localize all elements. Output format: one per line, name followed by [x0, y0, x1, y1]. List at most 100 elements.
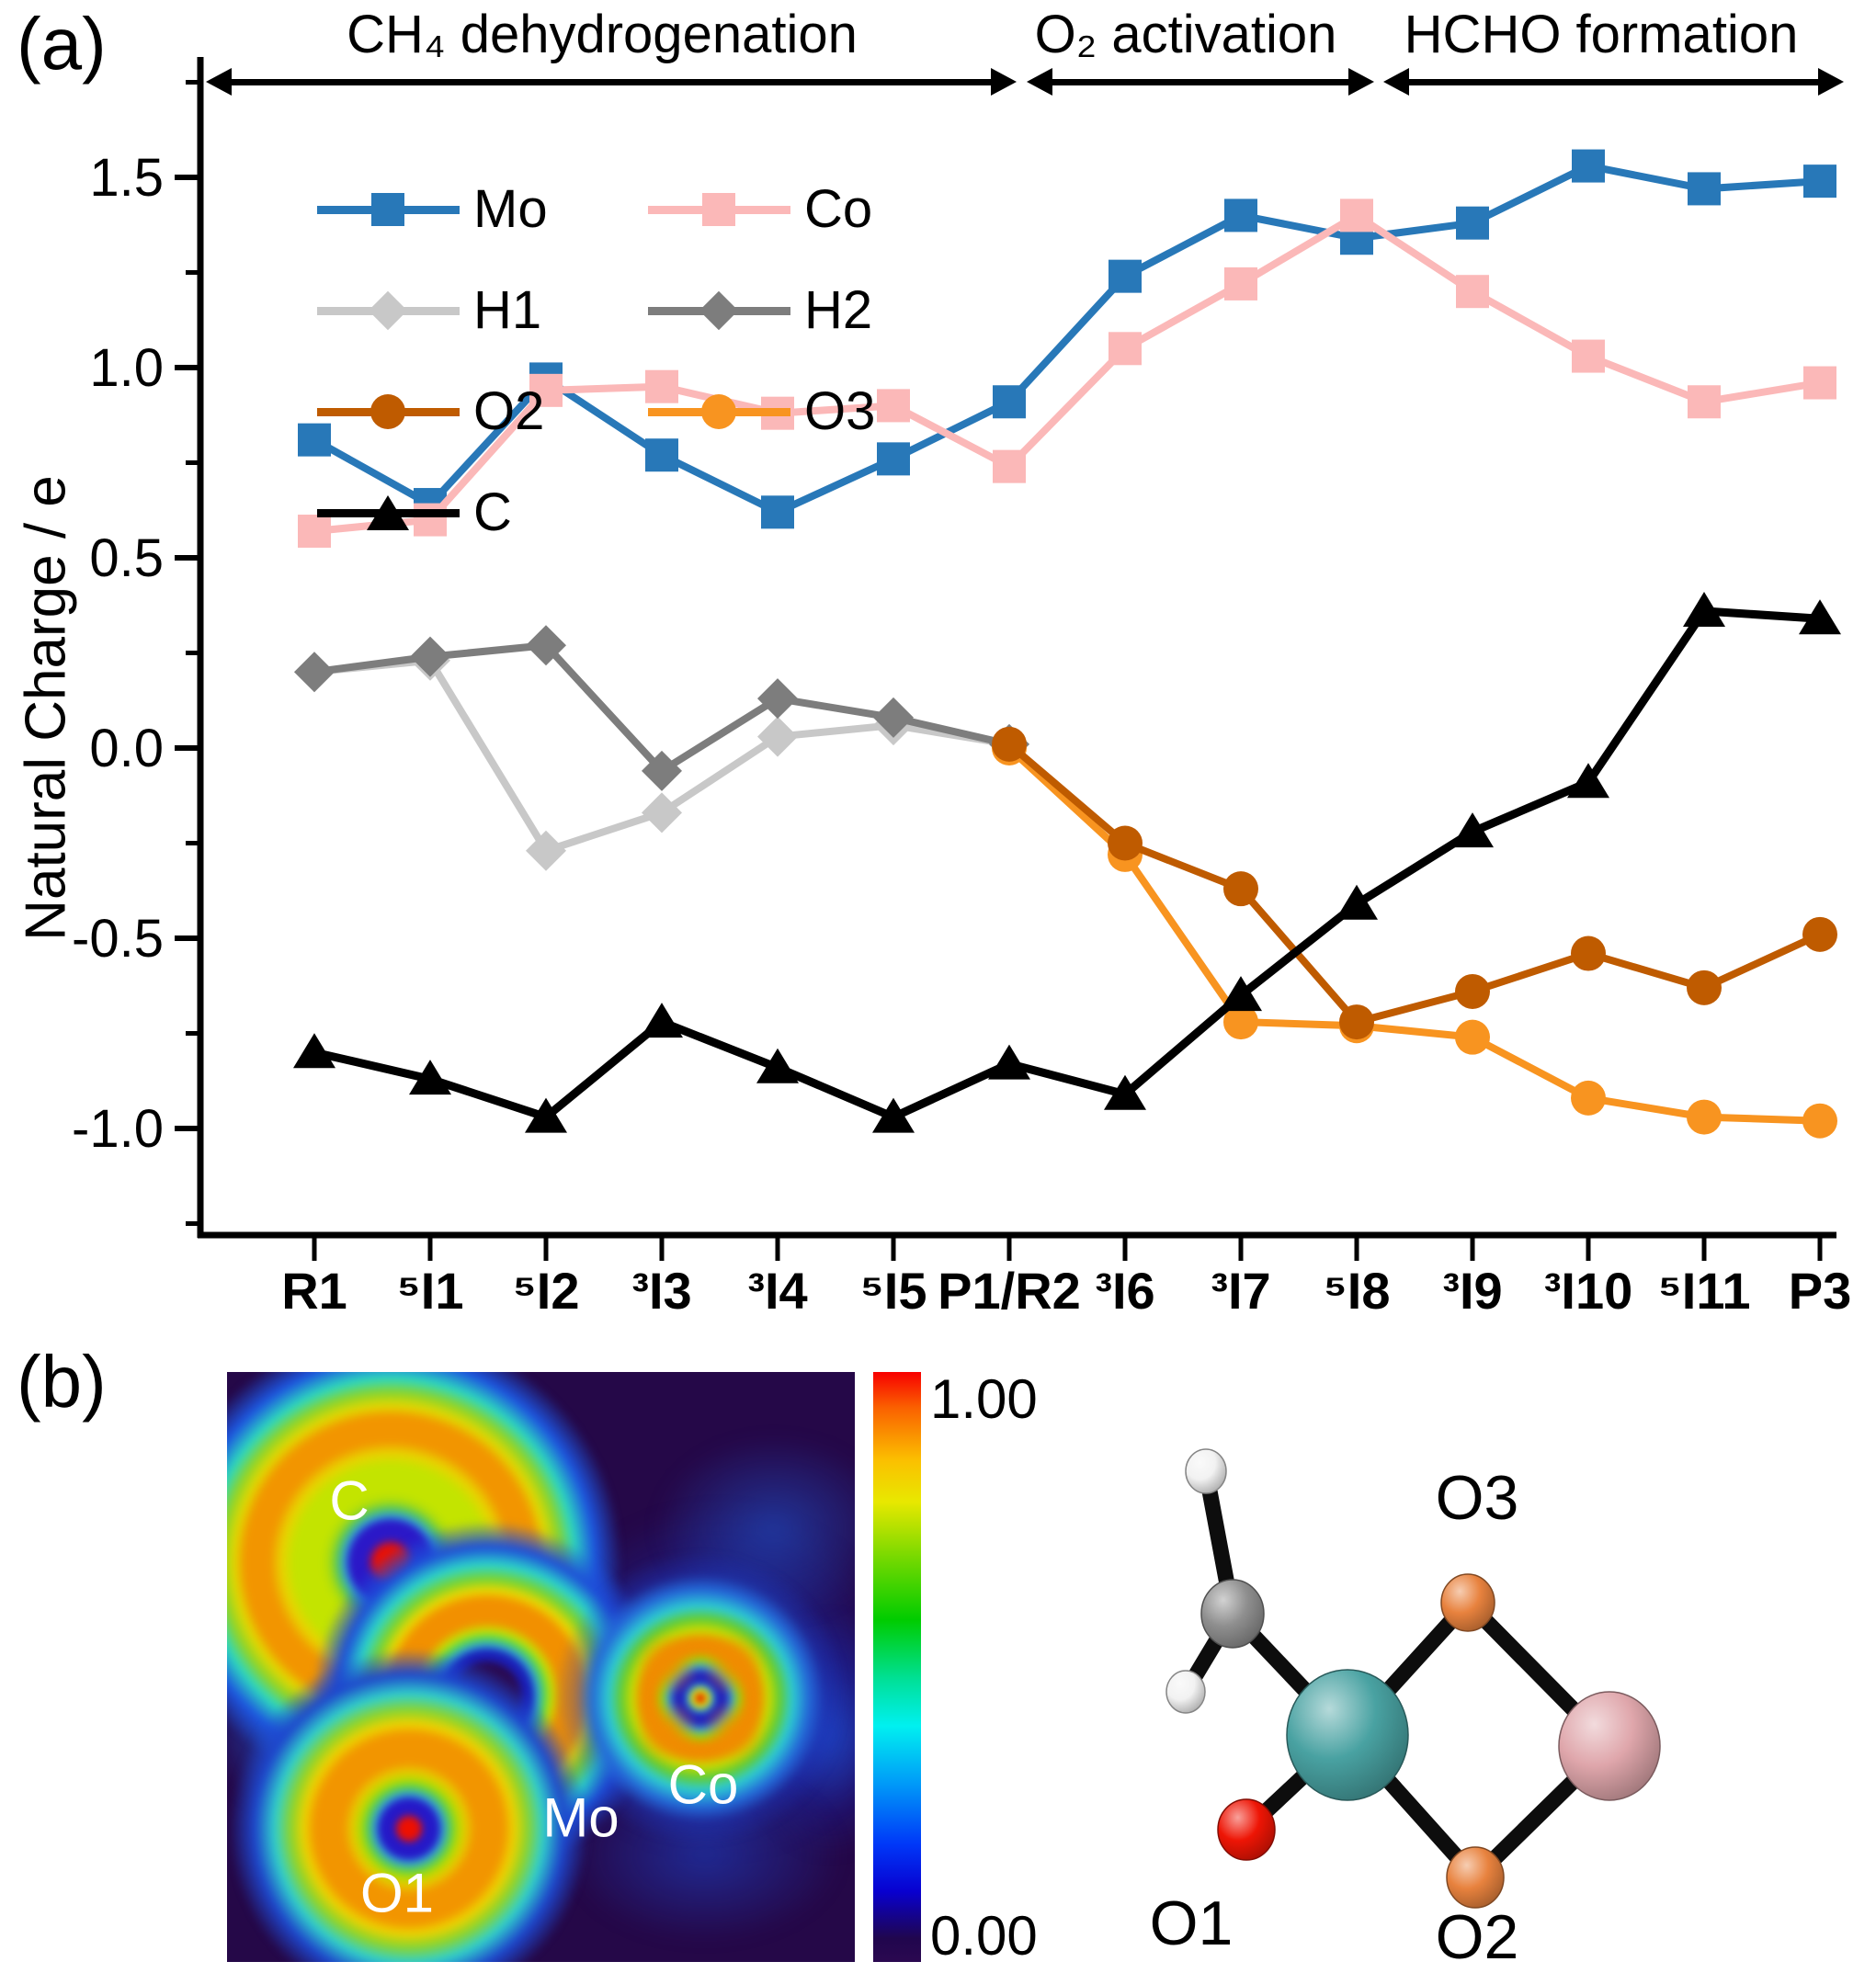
heatmap-blob-co-corner [635, 1633, 699, 1697]
series-Co-line [313, 210, 1821, 536]
series-O2-line [1006, 741, 1822, 1026]
heatmap-label-co: Co [667, 1753, 739, 1816]
molecule-label-o2: O2 [1435, 1902, 1519, 1972]
x-tick-label-4: ³I3 [631, 1262, 692, 1320]
heatmap-blob-co-corner [635, 1699, 699, 1763]
series-O2-marker [1108, 825, 1143, 861]
series-O2-markers [992, 726, 1837, 1040]
series-Mo-marker [1224, 198, 1257, 232]
density-heatmap: C Mo Co O1 [227, 1372, 855, 1962]
heatmap-label-o1: O1 [359, 1862, 435, 1924]
x-tick-label-10: ⁵I8 [1323, 1262, 1391, 1320]
heatmap-label-c: C [329, 1469, 370, 1532]
x-tick-label-3: ⁵I2 [512, 1262, 580, 1320]
series-Co-marker [1456, 275, 1489, 309]
series-C-marker [293, 1033, 335, 1069]
atom-o1 [1217, 1798, 1276, 1861]
x-tick-label-6: ⁵I5 [859, 1262, 927, 1320]
series-C-marker [1220, 976, 1262, 1012]
series-Co-marker [1340, 198, 1373, 232]
series-Co-marker [1688, 385, 1721, 419]
region-arrow-o2-activation [1027, 68, 1374, 96]
region-arrow-ch4-dehydrogenation [206, 68, 1017, 96]
series-Co-marker [993, 449, 1026, 483]
heatmap-blob-co-corner [701, 1633, 766, 1697]
series-O3-line [1006, 745, 1821, 1125]
series-C-marker [641, 1003, 683, 1038]
y-tick-label: 1.5 [89, 148, 164, 208]
series-H1-marker [526, 830, 566, 871]
colorbar-max-label: 1.00 [930, 1368, 1038, 1430]
line-chart [175, 57, 1841, 1261]
series-C-marker [872, 1097, 915, 1133]
series-C-marker [756, 1048, 799, 1083]
heatmap-label-mo: Mo [542, 1786, 620, 1849]
legend-label-Mo: Mo [473, 179, 548, 239]
y-tick-label: 0.0 [89, 719, 164, 778]
legend-label-H2: H2 [804, 280, 873, 340]
legend-label-Co: Co [804, 179, 873, 239]
atom-o2 [1446, 1846, 1505, 1909]
series-O2-marker [1455, 973, 1490, 1009]
series-Mo-marker [877, 442, 910, 476]
series-Mo-marker [645, 438, 678, 472]
legend-marker-C-icon [367, 495, 409, 530]
molecule-label-o1: O1 [1149, 1888, 1234, 1958]
legend-label-O3: O3 [804, 381, 876, 441]
series-O3-marker [1223, 1004, 1258, 1040]
x-tick-label-12: ³I10 [1543, 1262, 1633, 1320]
series-Mo-marker [1456, 206, 1489, 240]
series-H1-marker [757, 716, 798, 757]
series-O2-marker [1687, 969, 1722, 1005]
series-Mo-marker [993, 385, 1026, 419]
series-O2-marker [1339, 1004, 1374, 1040]
series-H2-marker [757, 678, 798, 720]
legend-label-O2: O2 [473, 381, 545, 441]
region-arrow-hcho-formation [1383, 68, 1844, 96]
heatmap-blob-o1 [227, 1645, 593, 1962]
series-O3-marker [1687, 1099, 1722, 1135]
series-Mo-marker [761, 495, 794, 529]
series-C-marker [1104, 1074, 1146, 1110]
series-O2-marker [1571, 935, 1606, 971]
y-tick-label: 1.0 [89, 338, 164, 398]
series-O3-marker [1571, 1080, 1606, 1116]
y-tick-label: 0.5 [89, 528, 164, 588]
series-Co-marker [1572, 339, 1605, 373]
colorbar [873, 1372, 921, 1962]
legend-marker-Co-icon [702, 193, 735, 226]
x-tick-label-5: ³I4 [747, 1262, 808, 1320]
series-Co-marker [1224, 266, 1257, 300]
y-tick-label: -0.5 [72, 909, 164, 969]
series-Mo-marker [1688, 172, 1721, 206]
legend-marker-Mo-icon [371, 193, 404, 226]
colorbar-min-label: 0.00 [930, 1905, 1038, 1967]
series-H1-marker [642, 792, 682, 833]
series-C-marker [1336, 884, 1378, 920]
atom-co [1558, 1691, 1661, 1801]
atom-h [1185, 1448, 1227, 1494]
x-tick-label-11: ³I9 [1442, 1262, 1503, 1320]
legend-label-H1: H1 [473, 280, 542, 340]
series-Co-marker [877, 389, 910, 423]
series-C-marker [409, 1060, 451, 1095]
series-Mo-marker [1803, 164, 1836, 198]
series-Co-marker [645, 369, 678, 403]
atom-h [1165, 1670, 1206, 1714]
series-Co-marker [1109, 332, 1142, 366]
series-C-marker [1683, 591, 1725, 627]
heatmap-blob-co-corner [701, 1699, 766, 1763]
series-H2-marker [873, 697, 914, 738]
series-Mo-marker [1109, 259, 1142, 293]
series-O2-marker [1223, 871, 1258, 907]
series-C-marker [988, 1044, 1030, 1080]
x-tick-label-9: ³I7 [1211, 1262, 1271, 1320]
x-tick-label-8: ³I6 [1095, 1262, 1155, 1320]
region-label-o2-activation: O₂ activation [1034, 5, 1337, 64]
legend-marker-O2-icon [370, 394, 405, 429]
x-tick-label-2: ⁵I1 [396, 1262, 464, 1320]
series-C-marker [1799, 599, 1841, 635]
series-Co-marker [414, 503, 447, 537]
